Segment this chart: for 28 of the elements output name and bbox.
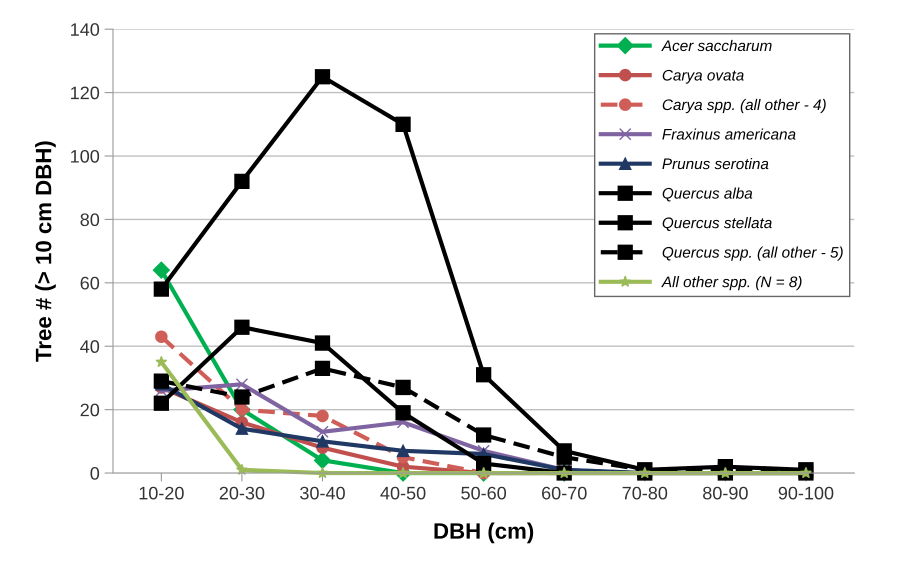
y-tick-label: 0 <box>90 466 100 480</box>
x-tick-label: 10-20 <box>140 486 184 500</box>
y-tick-label: 60 <box>80 276 100 290</box>
y-tick-label: 140 <box>71 23 100 36</box>
legend-label: Prunus serotina <box>662 158 768 170</box>
legend-label: Quercus stellata <box>662 217 772 231</box>
legend-label: Quercus alba <box>662 187 752 202</box>
legend-label: Acer saccharum <box>661 40 772 52</box>
y-tick-label: 20 <box>80 404 100 416</box>
legend-label: Carya ovata <box>662 70 744 84</box>
y-tick-label: 120 <box>71 86 100 100</box>
legend-label: Carya spp. (all other - 4) <box>662 98 826 114</box>
x-tick-label: 60-70 <box>542 486 587 500</box>
legend-label: Quercus spp. (all other - 5) <box>662 246 843 261</box>
x-tick-label: 80-90 <box>703 486 748 500</box>
x-axis-title: DBH (cm) <box>434 522 534 544</box>
y-tick-label: 80 <box>80 213 100 226</box>
x-tick-label: 20-30 <box>220 486 264 500</box>
x-tick-label: 30-40 <box>300 486 345 500</box>
x-tick-label: 90-100 <box>778 486 834 500</box>
legend-label: All other spp. (N = 8) <box>661 276 802 290</box>
x-tick-label: 70-80 <box>622 486 668 500</box>
y-tick-label: 100 <box>71 150 100 163</box>
y-axis-title: Tree # (> 10 cm DBH) <box>35 141 56 362</box>
legend-label: Fraxinus americana <box>662 128 796 140</box>
x-tick-label: 40-50 <box>380 486 426 500</box>
y-tick-label: 40 <box>80 340 100 353</box>
x-tick-label: 50-60 <box>461 486 506 500</box>
